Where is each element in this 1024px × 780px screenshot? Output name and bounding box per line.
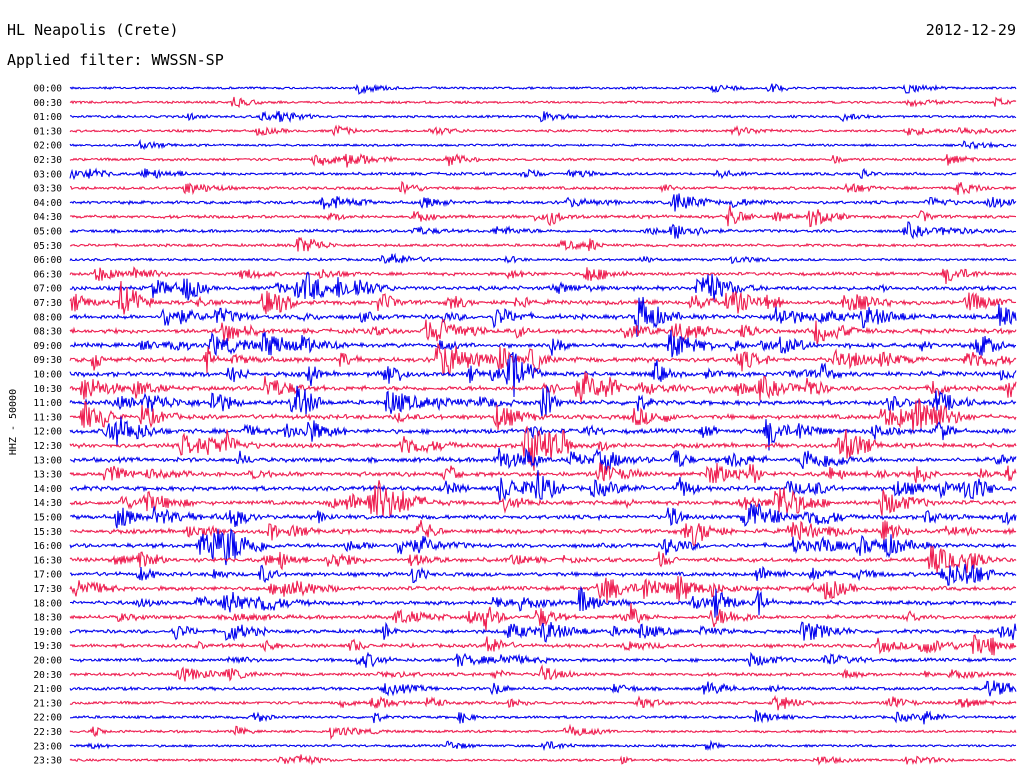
time-tick-label: 21:00 xyxy=(33,684,62,695)
trace-line xyxy=(69,96,1017,109)
trace-line xyxy=(69,545,1017,574)
time-tick-label: 05:00 xyxy=(33,227,62,238)
time-tick-label: 18:00 xyxy=(33,598,62,609)
trace-line xyxy=(69,563,1017,586)
trace-line xyxy=(69,252,1017,265)
trace-line xyxy=(69,447,1017,472)
trace-line xyxy=(69,83,1017,95)
trace-line xyxy=(69,110,1017,123)
trace-line xyxy=(69,520,1017,547)
time-tick-label: 18:30 xyxy=(33,613,62,624)
trace-line xyxy=(69,527,1017,566)
trace-line xyxy=(69,221,1017,240)
time-tick-label: 08:00 xyxy=(33,312,62,323)
trace-line xyxy=(69,271,1017,302)
time-tick-label: 22:00 xyxy=(33,713,62,724)
trace-line xyxy=(69,167,1017,181)
trace-line xyxy=(69,723,1017,741)
time-tick-label: 04:30 xyxy=(33,212,62,223)
time-tick-label: 06:00 xyxy=(33,255,62,266)
trace-line xyxy=(69,480,1017,518)
time-tick-label: 02:30 xyxy=(33,155,62,166)
trace-line xyxy=(69,576,1017,603)
filter-label: Applied filter: WWSSN-SP xyxy=(7,51,224,69)
time-tick-label: 14:00 xyxy=(33,484,62,495)
trace-line xyxy=(69,739,1017,752)
trace-line xyxy=(69,138,1017,151)
trace-line xyxy=(69,398,1017,433)
time-tick-label: 19:00 xyxy=(33,627,62,638)
trace-line xyxy=(69,385,1017,417)
trace-line xyxy=(69,193,1017,212)
time-tick-label: 00:30 xyxy=(33,98,62,109)
trace-line xyxy=(69,205,1016,228)
time-tick-label: 13:30 xyxy=(33,470,62,481)
trace-line xyxy=(70,180,1017,196)
trace-line xyxy=(69,236,1017,252)
trace-line xyxy=(69,342,1017,376)
time-tick-label: 03:30 xyxy=(33,184,62,195)
trace-line xyxy=(69,351,1017,398)
time-tick-label: 13:00 xyxy=(33,455,62,466)
time-tick-label: 10:00 xyxy=(33,370,62,381)
trace-line xyxy=(70,585,1017,618)
trace-line xyxy=(69,425,1017,471)
time-tick-label: 20:00 xyxy=(33,656,62,667)
trace-line xyxy=(69,462,1017,484)
date-label: 2012-12-29 xyxy=(925,21,1016,39)
time-tick-label: 23:30 xyxy=(33,756,62,767)
time-tick-label: 17:30 xyxy=(33,584,62,595)
time-tick-label: 20:30 xyxy=(33,670,62,681)
time-tick-label: 00:00 xyxy=(33,84,62,95)
trace-line xyxy=(69,680,1017,697)
trace-line xyxy=(69,318,1017,345)
time-tick-label: 11:00 xyxy=(33,398,62,409)
time-tick-label: 23:00 xyxy=(33,741,62,752)
time-tick-label: 15:00 xyxy=(33,513,62,524)
time-tick-label: 07:00 xyxy=(33,284,62,295)
time-tick-label: 21:30 xyxy=(33,698,62,709)
time-tick-label: 16:00 xyxy=(33,541,62,552)
time-tick-label: 16:30 xyxy=(33,555,62,566)
time-tick-label: 07:30 xyxy=(33,298,62,309)
time-tick-label: 09:30 xyxy=(33,355,62,366)
time-tick-label: 03:00 xyxy=(33,169,62,180)
trace-line xyxy=(70,503,1017,529)
trace-line xyxy=(69,280,1017,315)
trace-line xyxy=(69,153,1017,168)
time-tick-label: 10:30 xyxy=(33,384,62,395)
time-tick-label: 17:00 xyxy=(33,570,62,581)
trace-line xyxy=(69,296,1017,337)
time-tick-label: 09:00 xyxy=(33,341,62,352)
trace-line xyxy=(69,651,1017,668)
time-tick-label: 08:30 xyxy=(33,327,62,338)
trace-line xyxy=(69,266,1017,285)
time-tick-label: 11:30 xyxy=(33,412,62,423)
trace-line xyxy=(69,470,1017,503)
time-tick-label: 19:30 xyxy=(33,641,62,652)
trace-line xyxy=(69,124,1017,137)
time-tick-label: 05:30 xyxy=(33,241,62,252)
trace-line xyxy=(69,754,1017,766)
trace-line xyxy=(69,621,1017,643)
trace-line xyxy=(69,634,1017,656)
time-tick-label: 12:00 xyxy=(33,427,62,438)
trace-line xyxy=(70,709,1017,725)
trace-line xyxy=(69,371,1017,403)
trace-line xyxy=(69,664,1017,682)
time-tick-label: 14:30 xyxy=(33,498,62,509)
trace-line xyxy=(69,330,1016,358)
trace-line xyxy=(69,695,1017,711)
trace-line xyxy=(69,603,1017,632)
time-tick-label: 04:00 xyxy=(33,198,62,209)
time-tick-label: 12:30 xyxy=(33,441,62,452)
station-title: HL Neapolis (Crete) xyxy=(7,21,179,39)
time-tick-label: 22:30 xyxy=(33,727,62,738)
time-tick-label: 15:30 xyxy=(33,527,62,538)
time-tick-label: 02:00 xyxy=(33,141,62,152)
time-tick-label: 01:30 xyxy=(33,126,62,137)
time-tick-label: 01:00 xyxy=(33,112,62,123)
time-tick-label: 06:30 xyxy=(33,269,62,280)
